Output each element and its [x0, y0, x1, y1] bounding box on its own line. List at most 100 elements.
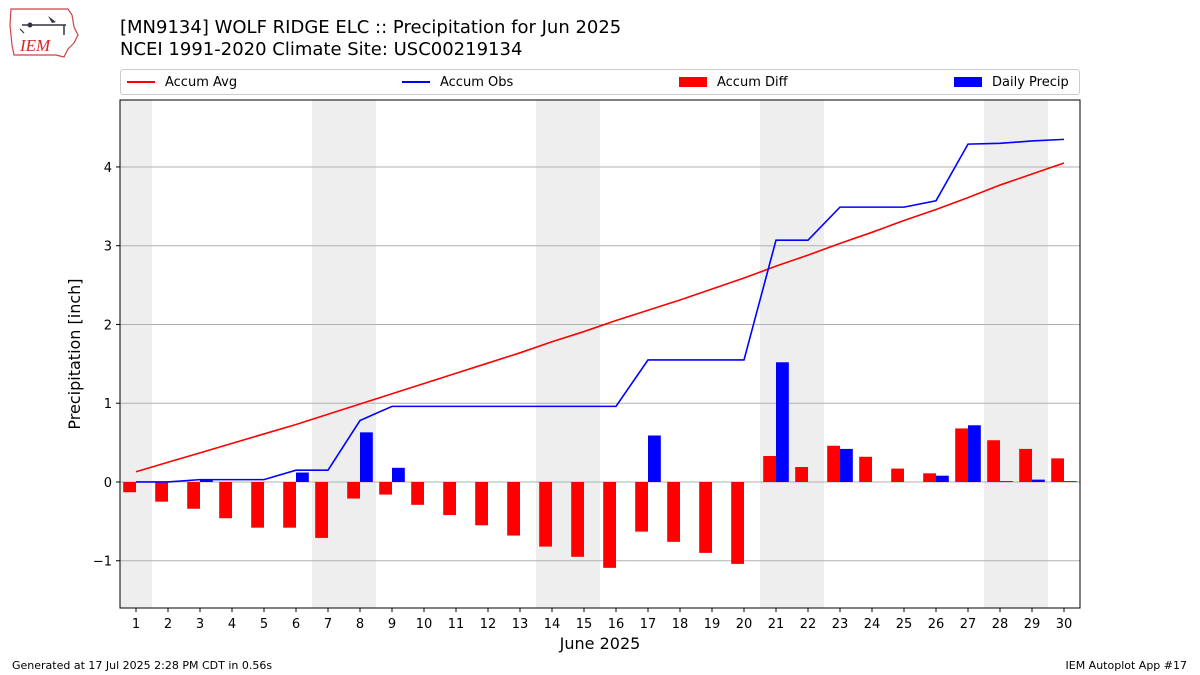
accum-diff-bar [411, 481, 424, 505]
accum-obs-line [136, 138, 1065, 483]
x-tick-label: 3 [196, 617, 204, 632]
legend-swatch-accum-obs [402, 81, 430, 83]
daily-precip-bar [1000, 481, 1013, 482]
x-tick-label: 14 [544, 617, 561, 632]
x-tick-label: 25 [896, 617, 913, 632]
weekend-band [792, 100, 824, 608]
accum-diff-bar [955, 428, 968, 482]
accum-diff-bar [187, 481, 200, 509]
accum-diff-bar [347, 481, 360, 499]
y-axis-ticks: −1 0 1 2 3 4 [93, 161, 120, 570]
x-tick-label: 16 [608, 617, 625, 632]
x-tick-label: 28 [992, 617, 1009, 632]
daily-precip-bar [392, 467, 405, 482]
accum-diff-bar [123, 481, 136, 493]
iem-logo: IEM [8, 5, 82, 63]
x-tick-label: 9 [388, 617, 396, 632]
daily-precip-bar [936, 475, 949, 482]
accum-diff-bar [891, 468, 904, 482]
daily-precip-bar [648, 435, 661, 482]
daily-precip-bar [776, 362, 789, 482]
weekend-band [344, 100, 376, 608]
accum-diff-bar [763, 455, 776, 482]
accum-diff-bar [699, 481, 712, 553]
y-tick-label: −1 [93, 555, 112, 570]
accum-diff-bar [251, 481, 264, 528]
daily-precip-bar [968, 425, 981, 482]
y-tick-label: 3 [104, 240, 112, 255]
accum-diff-bar [603, 481, 616, 568]
footer-generated: Generated at 17 Jul 2025 2:28 PM CDT in … [12, 659, 273, 672]
x-tick-label: 8 [356, 617, 364, 632]
accum-diff-bars [123, 428, 1064, 568]
logo-text: IEM [19, 36, 51, 55]
x-tick-label: 1 [132, 617, 140, 632]
legend-item-accum-avg: Accum Avg [127, 70, 237, 94]
x-tick-label: 2 [164, 617, 172, 632]
legend-swatch-accum-diff [679, 77, 707, 87]
daily-precip-bar [360, 432, 373, 482]
weekend-band [760, 100, 792, 608]
chart-title: [MN9134] WOLF RIDGE ELC :: Precipitation… [120, 17, 622, 38]
accum-diff-bar [571, 481, 584, 557]
legend-swatch-accum-avg [127, 81, 155, 83]
accum-diff-bar [635, 481, 648, 532]
accum-diff-bar [1019, 448, 1032, 482]
plot-frame [119, 99, 1081, 609]
daily-precip-bar [200, 479, 213, 482]
accum-diff-bar [923, 473, 936, 482]
x-tick-label: 11 [448, 617, 465, 632]
weekend-band [120, 100, 152, 608]
accum-avg-line [135, 162, 1065, 473]
x-tick-label: 19 [704, 617, 721, 632]
x-tick-label: 23 [832, 617, 849, 632]
accum-diff-bar [859, 456, 872, 482]
y-gridlines [120, 166, 1080, 562]
legend-label-accum-avg: Accum Avg [165, 74, 238, 90]
legend: Accum Avg Accum Obs Accum Diff Daily Pre… [120, 69, 1080, 95]
accum-diff-bar [507, 481, 520, 536]
x-tick-label: 18 [672, 617, 689, 632]
accum-diff-bar [475, 481, 488, 526]
accum-diff-bar [155, 481, 168, 502]
legend-swatch-daily-precip [954, 77, 982, 87]
accum-diff-bar [987, 440, 1000, 482]
daily-precip-bar [840, 448, 853, 482]
x-tick-label: 5 [260, 617, 268, 632]
x-tick-label: 17 [640, 617, 657, 632]
x-tick-label: 21 [768, 617, 785, 632]
x-axis-ticks: 1 2 3 4 5 6 7 8 9 10 11 12 13 14 15 16 17 18 19 20 21 22 23 24 2… [132, 608, 1072, 632]
accum-diff-bar [1051, 458, 1064, 482]
accum-diff-bar [795, 467, 808, 482]
x-tick-label: 26 [928, 617, 945, 632]
footer-app: IEM Autoplot App #17 [1065, 659, 1188, 672]
accum-lines [135, 138, 1065, 483]
accum-diff-bar [827, 445, 840, 482]
weekend-band [1016, 100, 1048, 608]
y-tick-label: 0 [104, 476, 112, 491]
x-tick-label: 24 [864, 617, 881, 632]
daily-precip-bar [1032, 479, 1045, 482]
daily-precip-bar [1064, 481, 1077, 482]
x-tick-label: 22 [800, 617, 817, 632]
x-tick-label: 15 [576, 617, 593, 632]
x-tick-label: 10 [416, 617, 433, 632]
accum-diff-bar [667, 481, 680, 542]
legend-label-accum-diff: Accum Diff [717, 74, 788, 90]
legend-label-accum-obs: Accum Obs [440, 74, 514, 90]
y-tick-label: 1 [104, 397, 112, 412]
accum-diff-bar [315, 481, 328, 538]
accum-diff-bar [219, 481, 232, 519]
x-tick-label: 29 [1024, 617, 1041, 632]
y-tick-label: 4 [104, 161, 112, 176]
y-tick-label: 2 [104, 318, 112, 333]
x-tick-label: 30 [1056, 617, 1073, 632]
legend-item-accum-diff: Accum Diff [679, 70, 788, 94]
x-tick-label: 27 [960, 617, 977, 632]
x-tick-label: 4 [228, 617, 236, 632]
chart-subtitle: NCEI 1991-2020 Climate Site: USC00219134 [120, 39, 523, 60]
x-tick-label: 20 [736, 617, 753, 632]
accum-diff-bar [379, 481, 392, 495]
legend-label-daily-precip: Daily Precip [992, 74, 1069, 90]
